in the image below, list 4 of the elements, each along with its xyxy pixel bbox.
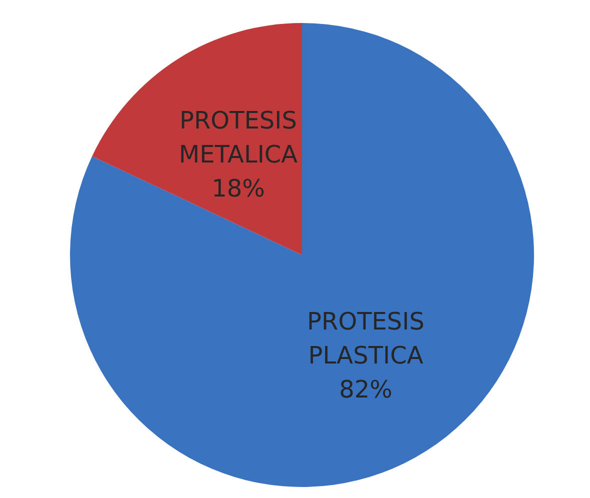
slice-label: PROTESIS METALICA	[178, 106, 298, 169]
data-label: 82%	[339, 375, 392, 404]
data-label: 18%	[212, 174, 265, 203]
slice-label: PROTESIS PLASTICA	[307, 307, 424, 370]
